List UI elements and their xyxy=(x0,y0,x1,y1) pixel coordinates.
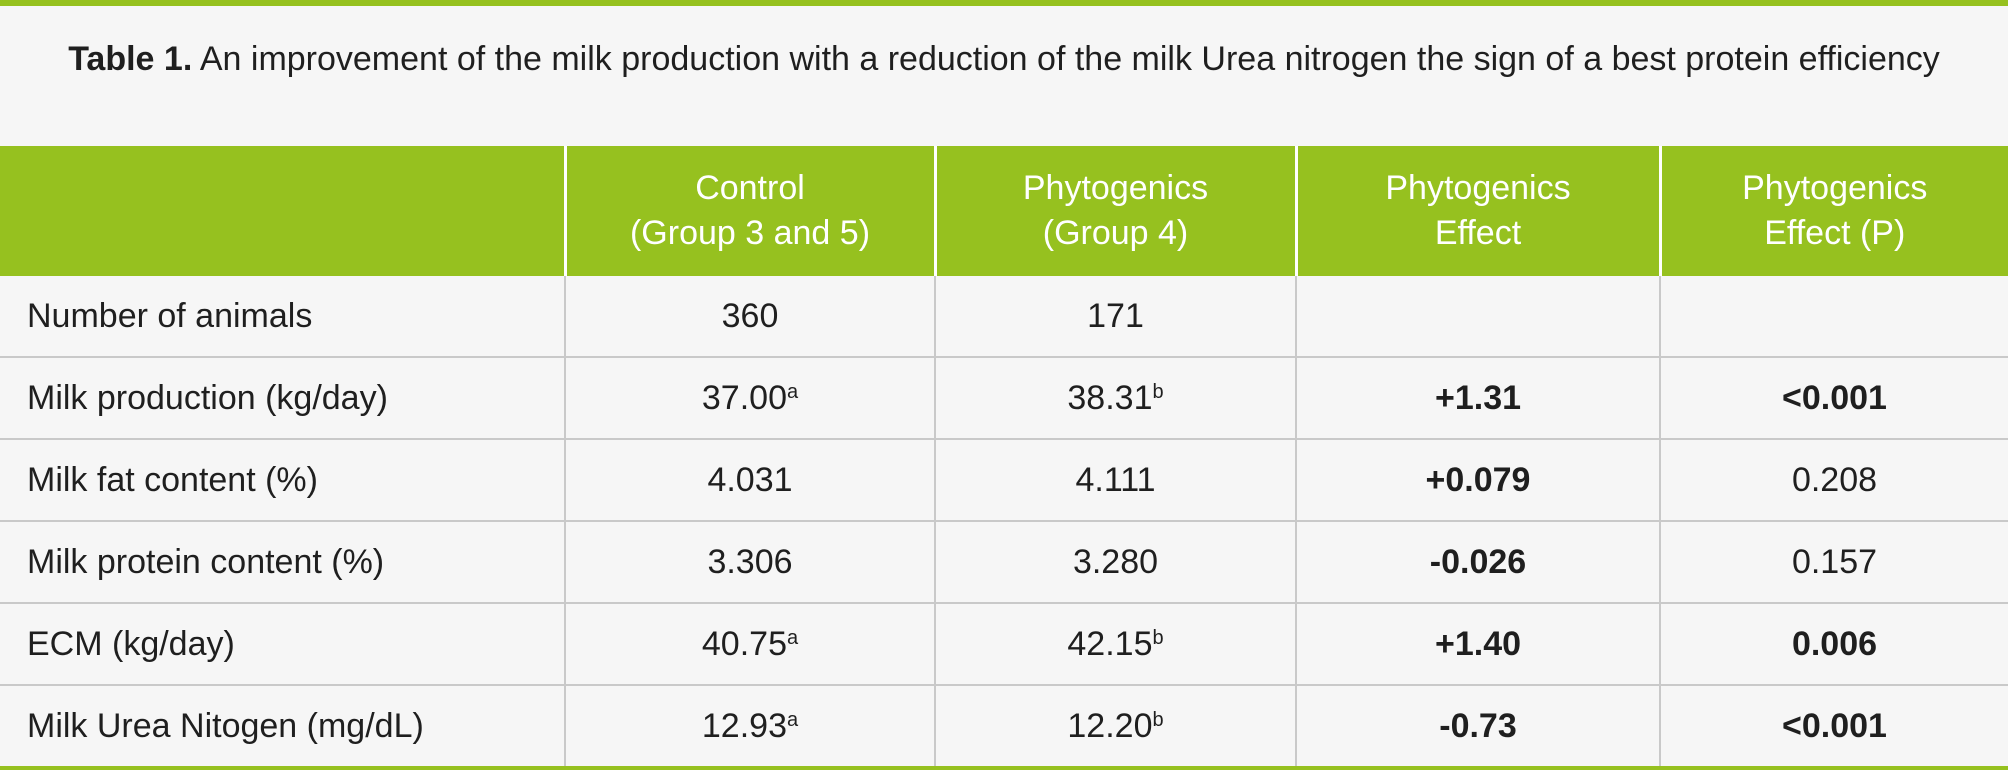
control-value: 360 xyxy=(564,276,935,357)
control-value-number: 4.031 xyxy=(707,460,793,499)
row-label: Milk protein content (%) xyxy=(0,520,565,603)
row-label: Number of animals xyxy=(0,276,565,357)
control-value: 37.00a xyxy=(564,356,935,439)
table-caption: Table 1. An improvement of the milk prod… xyxy=(0,6,2008,146)
table-row: Milk production (kg/day) 37.00a 38.31b +1.3… xyxy=(0,356,2008,439)
table-row: Milk fat content (%) 4.031 4.111 +0.079 0.20… xyxy=(0,438,2008,521)
effect-value: +0.079 xyxy=(1295,438,1660,521)
control-value: 40.75a xyxy=(564,602,935,685)
phytogenics-value: 38.31b xyxy=(934,356,1296,439)
caption-label: Table 1. xyxy=(68,40,193,78)
effect-value xyxy=(1295,276,1660,357)
p-value: 0.006 xyxy=(1659,602,2008,685)
phytogenics-value-number: 42.15 xyxy=(1067,624,1153,663)
header-empty xyxy=(0,146,565,276)
header-phytogenics-effect-p: Phytogenics Effect (P) xyxy=(1658,146,2008,276)
control-value-number: 3.306 xyxy=(707,542,793,581)
significance-superscript: a xyxy=(786,708,799,731)
p-value: <0.001 xyxy=(1659,356,2008,439)
significance-superscript: b xyxy=(1152,626,1164,649)
effect-value: +1.31 xyxy=(1295,356,1660,439)
phytogenics-value: 12.20b xyxy=(934,684,1296,766)
header-line-1: Phytogenics xyxy=(1742,169,1928,207)
effect-value: +1.40 xyxy=(1295,602,1660,685)
effect-value: -0.026 xyxy=(1295,520,1660,603)
table-body: Number of animals 360 171 Milk production (… xyxy=(0,276,2008,766)
table-row: ECM (kg/day) 40.75a 42.15b +1.40 0.006 xyxy=(0,602,2008,685)
significance-superscript: a xyxy=(786,626,799,649)
phytogenics-value: 4.111 xyxy=(934,438,1296,521)
p-value: 0.208 xyxy=(1659,438,2008,521)
header-line-2: Effect xyxy=(1434,214,1522,252)
header-phytogenics: Phytogenics (Group 4) xyxy=(933,146,1296,276)
phytogenics-value-number: 171 xyxy=(1087,296,1144,335)
header-line-1: Phytogenics xyxy=(1022,169,1209,207)
phytogenics-value: 3.280 xyxy=(934,520,1296,603)
header-line-1: Phytogenics xyxy=(1385,169,1571,207)
header-line-2: Effect (P) xyxy=(1764,214,1906,252)
phytogenics-value: 171 xyxy=(934,276,1296,357)
header-row: Control (Group 3 and 5) Phytogenics (Group … xyxy=(0,146,2008,276)
header-line-2: (Group 4) xyxy=(1042,214,1189,252)
row-label: ECM (kg/day) xyxy=(0,602,565,685)
control-value: 12.93a xyxy=(564,684,935,766)
significance-superscript: b xyxy=(1152,708,1164,731)
control-value-number: 40.75 xyxy=(701,624,787,663)
row-label: Milk production (kg/day) xyxy=(0,356,565,439)
table-row: Number of animals 360 171 xyxy=(0,276,2008,357)
control-value: 4.031 xyxy=(564,438,935,521)
control-value-number: 12.93 xyxy=(701,706,787,745)
p-value: <0.001 xyxy=(1659,684,2008,766)
control-value-number: 37.00 xyxy=(701,378,787,417)
effect-value: -0.73 xyxy=(1295,684,1660,766)
p-value: 0.157 xyxy=(1659,520,2008,603)
row-label: Milk Urea Nitogen (mg/dL) xyxy=(0,684,565,766)
phytogenics-value-number: 38.31 xyxy=(1067,378,1153,417)
table-row: Milk Urea Nitogen (mg/dL) 12.93a 12.20b -0.… xyxy=(0,684,2008,766)
row-label: Milk fat content (%) xyxy=(0,438,565,521)
significance-superscript: b xyxy=(1152,380,1164,403)
caption-text: An improvement of the milk production wi… xyxy=(192,40,1940,78)
table-row: Milk protein content (%) 3.306 3.280 -0.026… xyxy=(0,520,2008,603)
control-value: 3.306 xyxy=(564,520,935,603)
phytogenics-value-number: 12.20 xyxy=(1067,706,1153,745)
phytogenics-value-number: 3.280 xyxy=(1072,542,1159,581)
phytogenics-value-number: 4.111 xyxy=(1075,460,1156,499)
significance-superscript: a xyxy=(786,380,799,403)
results-table: Control (Group 3 and 5) Phytogenics (Group … xyxy=(0,146,2008,766)
header-line-1: Control xyxy=(695,169,805,207)
header-line-2: (Group 3 and 5) xyxy=(629,214,871,252)
p-value xyxy=(1659,276,2008,357)
header-phytogenics-effect: Phytogenics Effect xyxy=(1294,146,1660,276)
control-value-number: 360 xyxy=(721,296,779,335)
phytogenics-value: 42.15b xyxy=(934,602,1296,685)
header-control: Control (Group 3 and 5) xyxy=(563,146,935,276)
